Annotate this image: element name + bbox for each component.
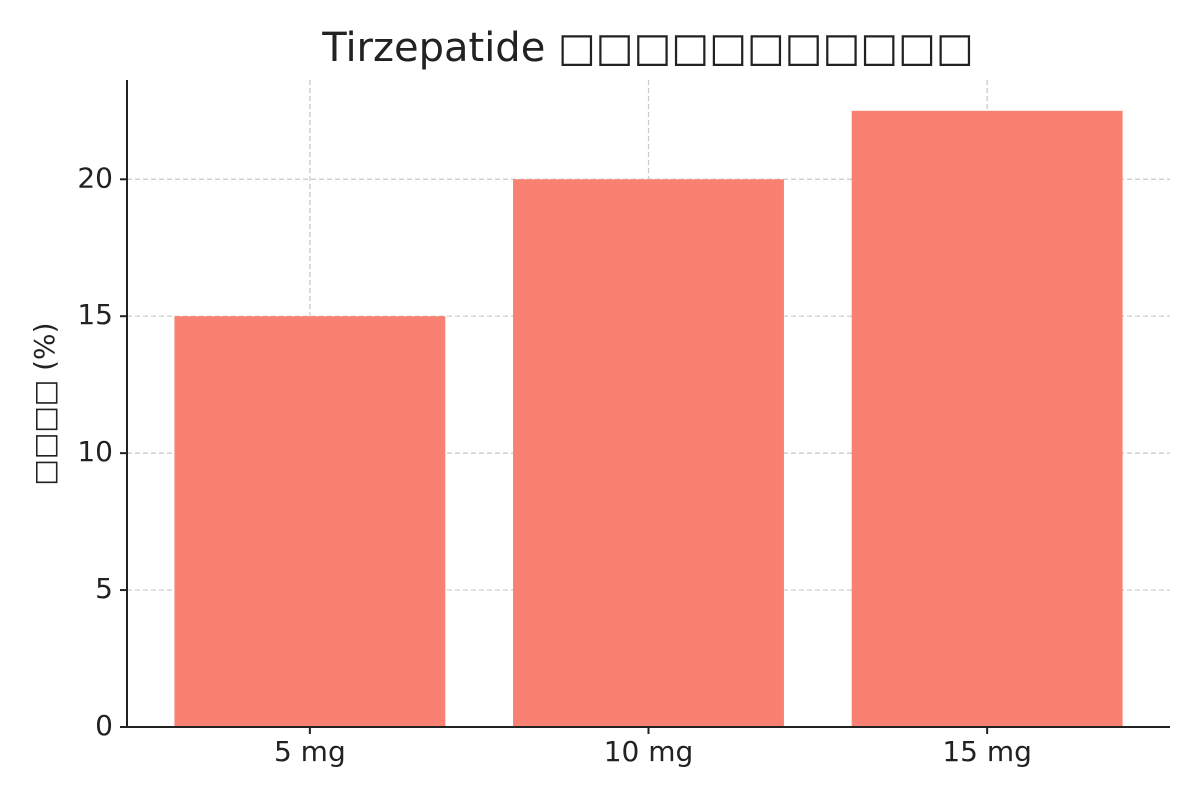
y-tick-label: 15 [77, 298, 113, 331]
y-tick-label: 20 [77, 161, 113, 194]
x-tick-label: 10 mg [604, 735, 694, 768]
x-tick-label: 5 mg [274, 735, 346, 768]
bar [513, 179, 784, 727]
bar [851, 110, 1123, 728]
y-tick-label: 10 [77, 435, 113, 468]
bars [174, 110, 1123, 728]
y-tick-label: 0 [95, 709, 113, 742]
y-axis-label: □□□□ (%) [28, 322, 61, 485]
chart-title: Tirzepatide □□□□□□□□□□□ [321, 25, 974, 71]
x-tick-label: 15 mg [942, 735, 1032, 768]
y-tick-label: 5 [95, 572, 113, 605]
axes: 0 5 10 15 20 5 mg 10 mg 15 mg [77, 80, 1170, 768]
bar [174, 316, 446, 727]
